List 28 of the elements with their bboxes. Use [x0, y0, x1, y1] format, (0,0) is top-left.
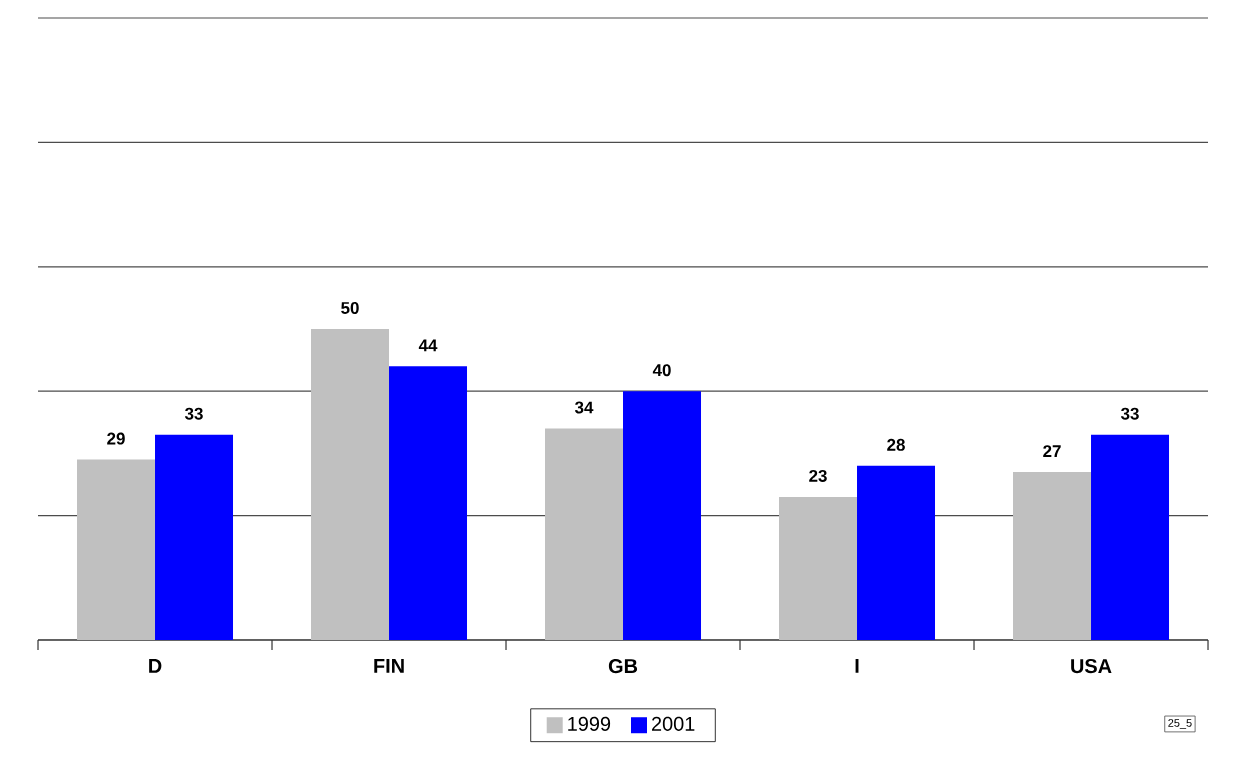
data-label: 23 — [809, 469, 827, 482]
bar — [1091, 434, 1170, 640]
data-label: 33 — [1120, 407, 1139, 420]
bar — [1013, 472, 1092, 640]
data-label: 28 — [887, 438, 905, 451]
data-label: 50 — [341, 301, 359, 314]
legend-label: 1999 — [568, 716, 611, 731]
bar — [779, 496, 858, 640]
legend-label: 2001 — [652, 716, 695, 731]
x-tick-label: GB — [608, 659, 638, 674]
data-label: 33 — [184, 407, 203, 420]
bar — [857, 465, 936, 640]
x-tick-label: USA — [1071, 659, 1112, 674]
data-label: 27 — [1043, 445, 1061, 458]
x-tick-label: I — [855, 659, 859, 673]
bar — [623, 391, 702, 640]
data-label: 29 — [107, 432, 125, 445]
bar — [155, 434, 234, 640]
x-tick-label: D — [149, 659, 162, 673]
data-label: 34 — [574, 401, 594, 414]
bar — [311, 328, 390, 640]
x-tick-label: FIN — [374, 659, 404, 673]
data-label: 40 — [652, 364, 671, 377]
bar — [545, 428, 624, 640]
bar — [77, 459, 156, 640]
text: 25_5 — [1168, 719, 1192, 729]
data-label: 44 — [418, 339, 438, 352]
bar — [389, 366, 468, 640]
